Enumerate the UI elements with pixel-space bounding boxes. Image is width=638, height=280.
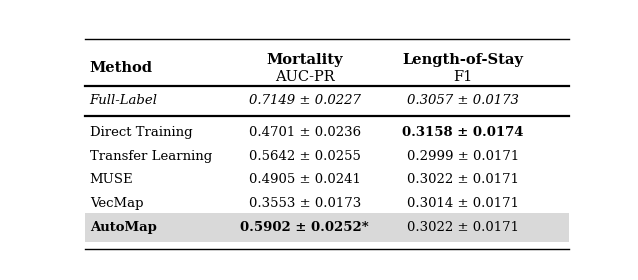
Text: 0.3553 ± 0.0173: 0.3553 ± 0.0173 (249, 197, 361, 210)
Text: 0.4905 ± 0.0241: 0.4905 ± 0.0241 (249, 173, 360, 186)
Text: 0.3022 ± 0.0171: 0.3022 ± 0.0171 (407, 221, 519, 234)
Text: 0.3014 ± 0.0171: 0.3014 ± 0.0171 (407, 197, 519, 210)
Text: 0.3057 ± 0.0173: 0.3057 ± 0.0173 (407, 94, 519, 107)
Text: 0.7149 ± 0.0227: 0.7149 ± 0.0227 (249, 94, 360, 107)
Text: VecMap: VecMap (89, 197, 143, 210)
Text: Full-Label: Full-Label (89, 94, 158, 107)
Text: AUC-PR: AUC-PR (275, 70, 334, 84)
Text: 0.5642 ± 0.0255: 0.5642 ± 0.0255 (249, 150, 360, 163)
Text: 0.3022 ± 0.0171: 0.3022 ± 0.0171 (407, 173, 519, 186)
Text: Method: Method (89, 61, 152, 75)
Text: 0.2999 ± 0.0171: 0.2999 ± 0.0171 (407, 150, 519, 163)
Text: MUSE: MUSE (89, 173, 133, 186)
Text: Length-of-Stay: Length-of-Stay (403, 53, 523, 67)
Text: 0.5902 ± 0.0252*: 0.5902 ± 0.0252* (241, 221, 369, 234)
Text: 0.4701 ± 0.0236: 0.4701 ± 0.0236 (249, 126, 360, 139)
Text: 0.3158 ± 0.0174: 0.3158 ± 0.0174 (402, 126, 524, 139)
FancyBboxPatch shape (85, 213, 569, 242)
Text: AutoMap: AutoMap (89, 221, 156, 234)
Text: Transfer Learning: Transfer Learning (89, 150, 212, 163)
Text: Direct Training: Direct Training (89, 126, 192, 139)
Text: Mortality: Mortality (267, 53, 343, 67)
Text: F1: F1 (454, 70, 473, 84)
